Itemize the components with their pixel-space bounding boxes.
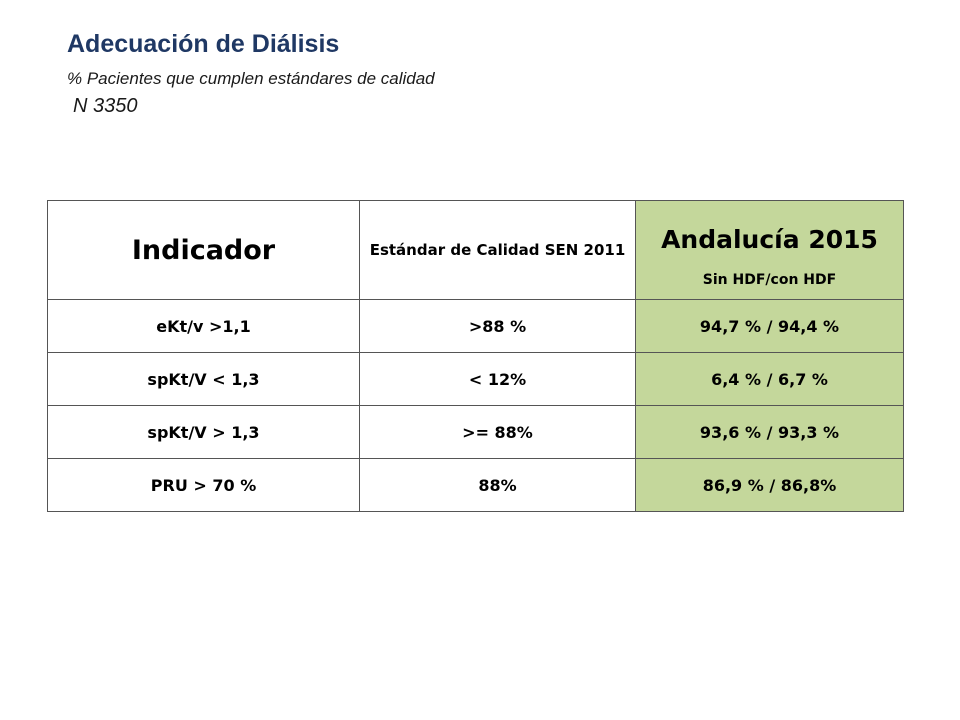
- table-row: spKt/V > 1,3 >= 88% 93,6 % / 93,3 %: [47, 405, 904, 459]
- row-standard: >= 88%: [359, 405, 636, 459]
- table-header-row: Indicador Estándar de Calidad SEN 2011 A…: [47, 200, 904, 300]
- header-standard: Estándar de Calidad SEN 2011: [359, 200, 636, 300]
- row-value: 86,9 % / 86,8%: [635, 458, 904, 512]
- table-row: PRU > 70 % 88% 86,9 % / 86,8%: [47, 458, 904, 512]
- page-title: Adecuación de Diálisis: [67, 30, 340, 58]
- patient-count: N 3350: [73, 95, 138, 117]
- row-indicator: PRU > 70 %: [47, 458, 360, 512]
- table-row: spKt/V < 1,3 < 12% 6,4 % / 6,7 %: [47, 352, 904, 406]
- row-indicator: spKt/V > 1,3: [47, 405, 360, 459]
- row-standard: >88 %: [359, 299, 636, 353]
- row-indicator: eKt/v >1,1: [47, 299, 360, 353]
- header-region-name: Andalucía 2015: [661, 224, 878, 254]
- header-indicator: Indicador: [47, 200, 360, 300]
- row-value: 93,6 % / 93,3 %: [635, 405, 904, 459]
- row-indicator: spKt/V < 1,3: [47, 352, 360, 406]
- table-row: eKt/v >1,1 >88 % 94,7 % / 94,4 %: [47, 299, 904, 353]
- row-value: 94,7 % / 94,4 %: [635, 299, 904, 353]
- page-subtitle: % Pacientes que cumplen estándares de ca…: [67, 69, 435, 88]
- header-region: Andalucía 2015 Sin HDF/con HDF: [635, 200, 904, 300]
- row-standard: < 12%: [359, 352, 636, 406]
- row-standard: 88%: [359, 458, 636, 512]
- header-region-sub: Sin HDF/con HDF: [702, 271, 837, 288]
- indicators-table: Indicador Estándar de Calidad SEN 2011 A…: [47, 200, 904, 512]
- row-value: 6,4 % / 6,7 %: [635, 352, 904, 406]
